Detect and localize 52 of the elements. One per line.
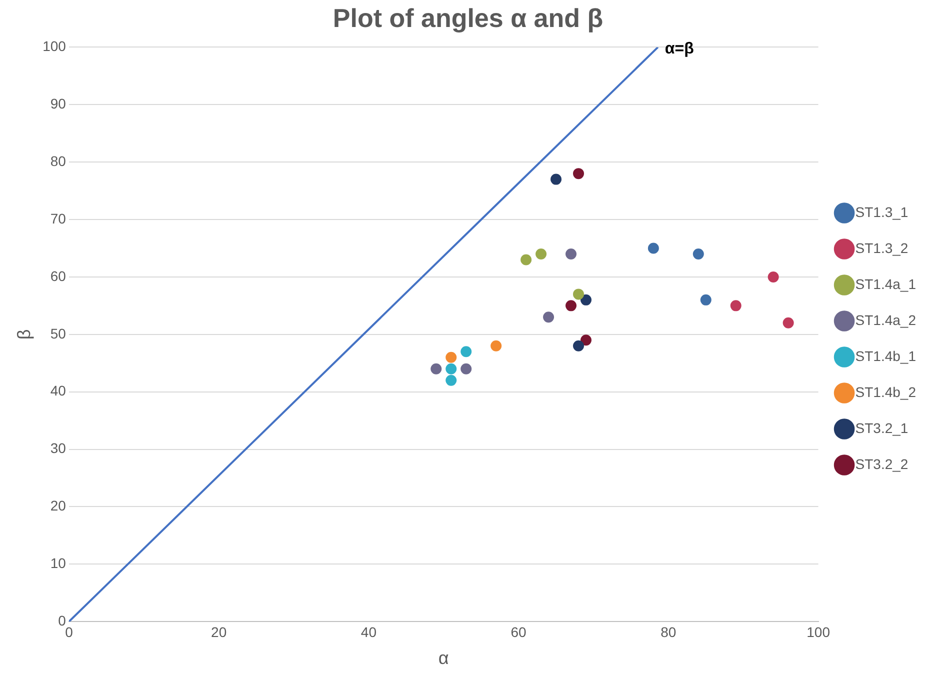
point xyxy=(490,340,502,352)
y-tick-label: 30 xyxy=(50,440,66,456)
legend-label: ST1.4b_2 xyxy=(855,384,916,400)
point xyxy=(700,294,712,306)
point xyxy=(550,174,562,185)
y-tick-label: 10 xyxy=(50,555,66,572)
point xyxy=(692,248,704,260)
point xyxy=(580,294,592,306)
x-tick-label: 40 xyxy=(360,624,377,640)
point xyxy=(460,363,472,374)
x-tick-label: 60 xyxy=(510,624,527,640)
point xyxy=(648,242,659,254)
point xyxy=(543,312,554,323)
point xyxy=(730,300,742,312)
y-tick-label: 100 xyxy=(42,38,66,54)
point xyxy=(580,334,592,346)
point xyxy=(536,248,547,260)
y-tick-label: 40 xyxy=(50,382,66,399)
x-axis-title: α xyxy=(438,648,449,668)
point xyxy=(446,363,457,374)
x-tick-label: 100 xyxy=(806,624,830,640)
point xyxy=(782,317,794,328)
y-tick-label: 90 xyxy=(50,96,66,112)
y-axis-title: β xyxy=(14,329,34,340)
legend-label: ST1.4a_1 xyxy=(855,276,916,292)
legend-label: ST3.2_2 xyxy=(855,456,908,472)
point xyxy=(520,254,532,266)
legend-label: ST1.3_2 xyxy=(855,240,908,256)
y-tick-label: 50 xyxy=(50,325,66,342)
point xyxy=(446,352,457,363)
point xyxy=(768,271,779,282)
point xyxy=(566,300,577,312)
legend-label: ST1.4b_1 xyxy=(855,348,916,364)
legend-label: ST3.2_1 xyxy=(855,420,908,436)
legend-label: ST1.4a_2 xyxy=(855,312,916,328)
point xyxy=(460,346,472,358)
chart-title: Plot of angles α and β xyxy=(332,2,604,33)
y-tick-label: 80 xyxy=(50,152,66,169)
x-tick-label: 20 xyxy=(211,624,227,640)
point xyxy=(566,248,577,260)
y-tick-label: 20 xyxy=(50,498,66,514)
y-tick-label: 70 xyxy=(50,210,66,226)
legend-label: ST1.3_1 xyxy=(855,204,908,220)
x-tick-label: 80 xyxy=(660,624,676,640)
point xyxy=(446,374,457,386)
annotation: α=β xyxy=(664,40,694,58)
point xyxy=(430,363,442,374)
point xyxy=(573,168,584,180)
point xyxy=(573,288,584,300)
y-tick-label: 60 xyxy=(50,268,66,284)
y-tick-label: 0 xyxy=(58,612,66,628)
point xyxy=(573,340,584,352)
